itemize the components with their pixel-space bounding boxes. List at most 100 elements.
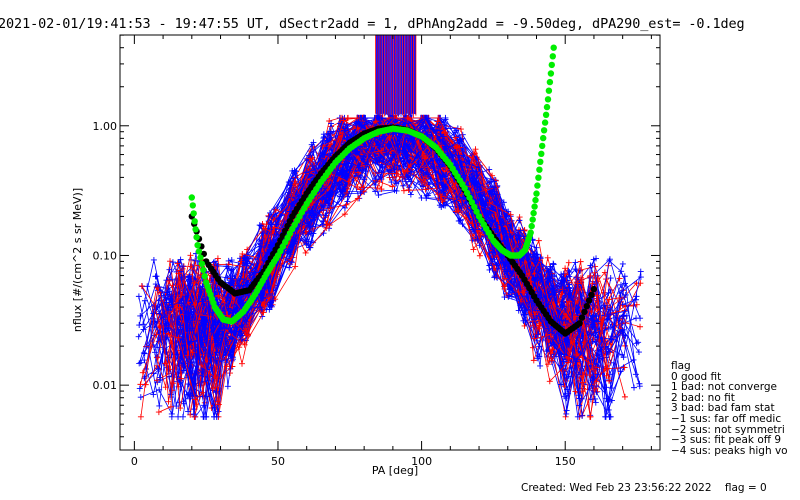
data-point [592, 395, 599, 402]
data-point [452, 134, 459, 141]
data-point [388, 179, 395, 186]
data-point [619, 326, 626, 333]
data-point [579, 412, 586, 419]
data-point [587, 262, 594, 269]
data-point [592, 399, 599, 406]
data-point [618, 268, 625, 275]
data-point [292, 263, 299, 270]
data-point [184, 391, 191, 398]
fit-dot [576, 320, 583, 327]
data-point [577, 350, 584, 357]
data-point [441, 130, 448, 137]
data-point [165, 398, 172, 405]
data-point [256, 236, 263, 243]
data-point [210, 356, 217, 363]
data-point [328, 120, 335, 127]
data-point [508, 222, 515, 229]
fit-dot [588, 291, 595, 298]
data-point [341, 211, 348, 218]
data-point [561, 351, 568, 358]
data-point [421, 124, 428, 131]
chart-title: 2021-02-01/19:41:53 - 19:47:55 UT, dSect… [0, 16, 745, 32]
data-point [455, 217, 462, 224]
data-point [603, 349, 610, 356]
data-point [453, 127, 460, 134]
data-point [435, 114, 442, 121]
data-point [167, 391, 174, 398]
fit-dot [540, 127, 548, 134]
data-point [400, 168, 407, 175]
data-point [460, 172, 467, 179]
data-point [243, 262, 250, 269]
data-point [562, 317, 569, 324]
data-point [573, 351, 580, 358]
fit-dot [200, 266, 207, 274]
data-point [438, 187, 445, 194]
data-point [239, 323, 246, 330]
fit-dot [274, 242, 282, 249]
data-point [559, 303, 566, 310]
data-point [215, 292, 222, 299]
data-point [393, 180, 400, 187]
data-point [306, 209, 313, 216]
fit-dot [197, 254, 204, 261]
data-point [196, 311, 203, 318]
data-point [321, 133, 328, 140]
data-point [562, 413, 569, 420]
data-point [517, 298, 524, 305]
fit-dot [538, 150, 545, 157]
data-point [213, 388, 220, 395]
fit-dot [194, 242, 201, 249]
data-point [550, 261, 557, 268]
fit-dot [461, 185, 468, 192]
data-point [268, 221, 275, 228]
data-point [343, 167, 350, 174]
data-point [141, 297, 148, 304]
data-point [237, 328, 244, 335]
data-point [319, 143, 326, 150]
data-point [325, 177, 332, 184]
data-point [155, 297, 162, 304]
data-point [291, 240, 298, 247]
fit-dot [284, 222, 291, 230]
data-point [594, 371, 601, 378]
x-tick-label: 100 [411, 455, 432, 468]
data-point [355, 119, 362, 126]
data-point [386, 134, 393, 141]
data-point [563, 386, 570, 393]
data-point [137, 381, 144, 388]
data-point [574, 356, 581, 363]
data-point [435, 163, 442, 170]
data-point [141, 350, 148, 357]
data-point [473, 168, 480, 175]
data-point [215, 401, 222, 408]
data-point [336, 184, 343, 191]
data-point [224, 274, 231, 281]
fit-dot [532, 196, 539, 204]
data-point [191, 301, 198, 308]
data-point [452, 208, 459, 215]
data-point [355, 118, 362, 125]
data-point [196, 337, 203, 344]
fit-dot [535, 174, 542, 181]
data-point [162, 303, 169, 310]
data-point [617, 290, 624, 297]
data-point [501, 219, 508, 226]
fit-dot [543, 103, 551, 111]
fit-dot [527, 229, 534, 236]
data-point [256, 222, 263, 229]
data-point [140, 349, 147, 356]
data-point [558, 381, 565, 388]
data-point [161, 314, 168, 321]
data-point [189, 390, 196, 397]
data-point [154, 284, 161, 291]
data-point [344, 134, 351, 141]
data-point [404, 168, 411, 175]
data-point [632, 371, 639, 378]
data-point [212, 375, 219, 382]
data-point [517, 227, 524, 234]
data-point [494, 221, 501, 228]
data-point [361, 176, 368, 183]
data-point [425, 171, 432, 178]
fit-dot [473, 208, 480, 215]
